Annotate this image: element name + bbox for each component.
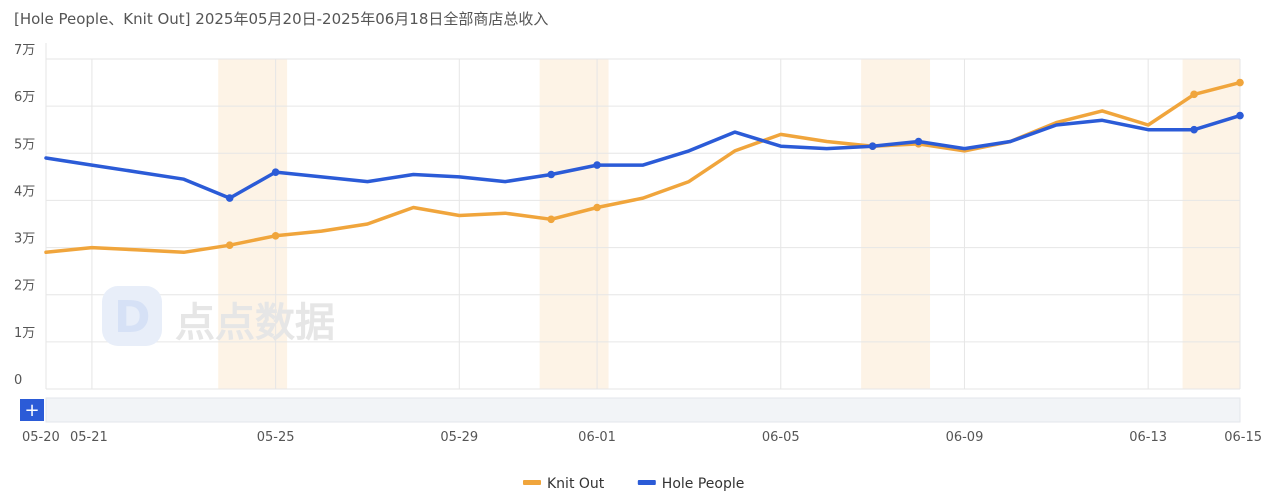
- weekend-band: [861, 59, 931, 389]
- data-point-knit-out: [225, 241, 234, 250]
- data-point-knit-out: [1236, 78, 1244, 87]
- x-tick-label: 05-20: [22, 430, 60, 445]
- data-point-hole-people: [225, 194, 234, 202]
- data-point-knit-out: [547, 215, 555, 224]
- data-point-hole-people: [271, 168, 280, 176]
- x-tick-label: 06-15: [1224, 430, 1262, 445]
- zoom-add-button[interactable]: [20, 399, 44, 421]
- y-tick-label: 5万: [14, 137, 35, 152]
- legend-label: Hole People: [662, 476, 745, 492]
- weekend-band: [1182, 59, 1240, 389]
- x-tick-label: 06-09: [946, 430, 984, 445]
- y-tick-label: 4万: [14, 184, 35, 199]
- zoom-track[interactable]: [45, 397, 1241, 423]
- x-tick-label: 05-29: [440, 430, 478, 445]
- watermark-logo: D: [102, 286, 162, 346]
- data-point-hole-people: [547, 170, 555, 179]
- x-tick-label: 06-13: [1129, 430, 1167, 445]
- y-tick-label: 3万: [14, 232, 35, 247]
- y-tick-label: 1万: [14, 326, 35, 341]
- x-axis: 05-20 05-21 05-25 05-29 06-01 06-05 06-09 06-13…: [22, 430, 1262, 445]
- data-point-hole-people: [868, 142, 877, 151]
- svg-text:D: D: [114, 292, 151, 343]
- x-tick-label: 06-01: [578, 430, 616, 445]
- series: [44, 78, 1244, 255]
- y-tick-label: 7万: [14, 43, 35, 58]
- legend-swatch: [523, 480, 541, 485]
- legend-swatch: [637, 480, 656, 485]
- legend[interactable]: Knit Out Hole People: [523, 476, 744, 492]
- data-point-hole-people: [593, 161, 601, 169]
- y-axis: 0 1万 2万 3万 4万 5万 6万 7万: [14, 43, 35, 388]
- x-tick-label: 06-05: [762, 430, 800, 445]
- data-point-knit-out: [593, 203, 601, 212]
- y-tick-label: 6万: [14, 90, 35, 105]
- data-point-hole-people: [1236, 111, 1244, 120]
- zoom-add-label: +: [24, 400, 39, 421]
- y-tick-label: 2万: [14, 279, 35, 294]
- legend-label: Knit Out: [547, 476, 605, 492]
- x-tick-label: 05-25: [257, 430, 295, 445]
- data-point-hole-people: [1190, 125, 1198, 134]
- watermark: 点点数据: [175, 300, 335, 346]
- series-line-hole-people: [44, 113, 1242, 200]
- y-tick-label: 0: [14, 373, 22, 388]
- chart-title: [Hole People、Knit Out] 2025年05月20日-2025年…: [14, 10, 549, 28]
- zoom-bar[interactable]: +: [20, 397, 1241, 423]
- weekend-band: [539, 59, 609, 389]
- data-point-knit-out: [1190, 90, 1198, 99]
- x-tick-label: 05-21: [70, 430, 108, 445]
- data-point-hole-people: [914, 137, 923, 146]
- data-point-knit-out: [271, 231, 280, 240]
